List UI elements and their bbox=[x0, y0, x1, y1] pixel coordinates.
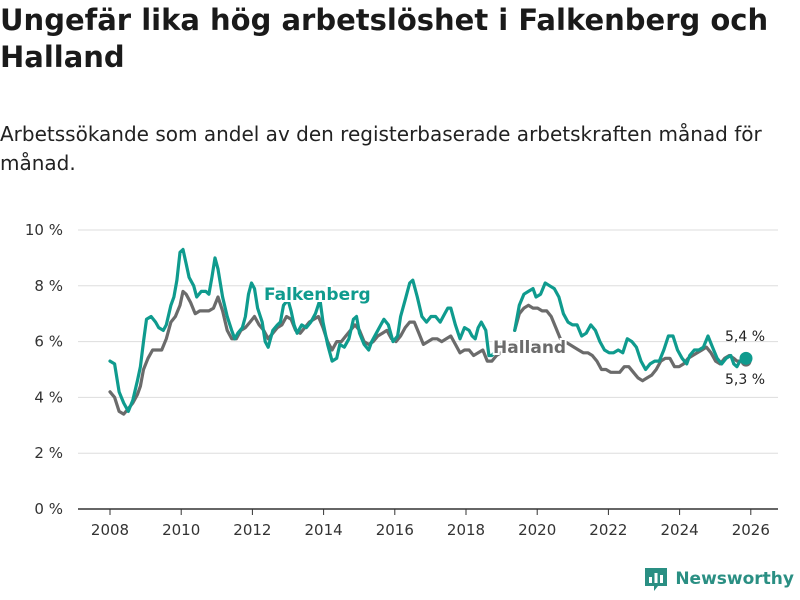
chart-title: Ungefär lika hög arbetslöshet i Falkenbe… bbox=[0, 3, 769, 74]
x-tick-label: 2016 bbox=[376, 521, 414, 539]
y-tick-label: 0 % bbox=[34, 500, 63, 518]
brand-name: Newsworthy bbox=[675, 569, 794, 589]
brand-logo[interactable]: Newsworthy bbox=[643, 566, 794, 592]
y-tick-label: 4 % bbox=[34, 388, 63, 406]
y-tick-label: 2 % bbox=[34, 444, 63, 462]
x-tick-label: 2014 bbox=[305, 521, 343, 539]
series-line-halland-b bbox=[513, 303, 748, 383]
grid-lines bbox=[78, 229, 778, 510]
halland-end-label: 5,3 % bbox=[725, 372, 765, 388]
falkenberg-end-label: 5,4 % bbox=[725, 329, 765, 345]
y-axis-ticks: 0 % 2 % 4 % 6 % 8 % 10 % bbox=[25, 221, 63, 518]
y-tick-label: 8 % bbox=[34, 277, 63, 295]
series-lines bbox=[108, 247, 753, 416]
series-label-halland: Halland bbox=[493, 338, 566, 358]
falkenberg-end-point bbox=[739, 351, 753, 365]
series-line-falkenberg-b bbox=[513, 281, 748, 372]
x-tick-label: 2018 bbox=[447, 521, 485, 539]
x-tick-label: 2010 bbox=[162, 521, 200, 539]
x-tick-label: 2022 bbox=[589, 521, 627, 539]
x-tick-label: 2008 bbox=[91, 521, 129, 539]
series-line-falkenberg-a bbox=[108, 247, 508, 413]
series-label-falkenberg: Falkenberg bbox=[264, 285, 371, 305]
x-tick-label: 2024 bbox=[661, 521, 699, 539]
x-axis: 2008 2010 2012 2014 2016 2018 2020 2022 2024 2026 bbox=[91, 509, 770, 539]
newsworthy-logo-icon bbox=[645, 568, 668, 591]
x-tick-label: 2020 bbox=[518, 521, 556, 539]
y-tick-label: 10 % bbox=[25, 221, 63, 239]
x-tick-label: 2026 bbox=[732, 521, 770, 539]
x-tick-label: 2012 bbox=[233, 521, 271, 539]
y-tick-label: 6 % bbox=[34, 333, 63, 351]
series-labels: Falkenberg Halland 5,4 % 5,3 % bbox=[262, 283, 765, 388]
chart-subtitle: Arbetssökande som andel av den registerb… bbox=[0, 122, 762, 175]
